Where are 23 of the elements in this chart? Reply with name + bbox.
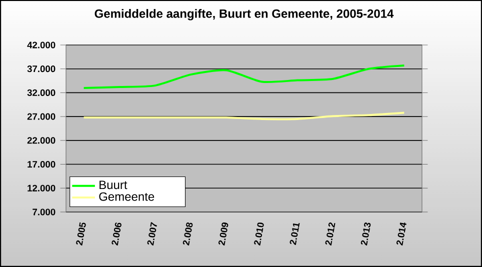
x-tick-label: 2.008 xyxy=(182,222,193,246)
legend-label: Buurt xyxy=(100,180,128,190)
line-series xyxy=(82,64,406,89)
y-tick-label: 12.000 xyxy=(28,184,56,192)
x-tick-label: 2.009 xyxy=(218,222,228,246)
y-tick-label: 27.000 xyxy=(27,113,56,120)
y-tick-label: 37.000 xyxy=(27,66,56,72)
x-tick-label: 2.014 xyxy=(396,222,406,246)
line-series xyxy=(82,112,406,120)
y-tick-label: 7.000 xyxy=(32,208,56,216)
x-tick-label: 2.013 xyxy=(360,222,371,246)
y-tick-label: 17.000 xyxy=(28,160,56,168)
x-tick-label: 2.012 xyxy=(325,222,336,246)
x-tick-label: 2.006 xyxy=(112,222,122,246)
x-tick-label: 2.010 xyxy=(254,222,264,246)
y-tick-label: 42.000 xyxy=(27,42,56,48)
chart-title: Gemiddelde aangifte, Buurt en Gemeente, 2005-2014 xyxy=(94,9,394,20)
x-tick-label: 2.005 xyxy=(76,222,86,246)
x-tick-label: 2.007 xyxy=(147,222,157,246)
x-tick-label: 2.011 xyxy=(290,222,300,246)
y-tick-label: 32.000 xyxy=(27,89,56,96)
legend-label: Gemeente xyxy=(99,192,154,201)
y-tick-label: 22.000 xyxy=(27,137,56,144)
